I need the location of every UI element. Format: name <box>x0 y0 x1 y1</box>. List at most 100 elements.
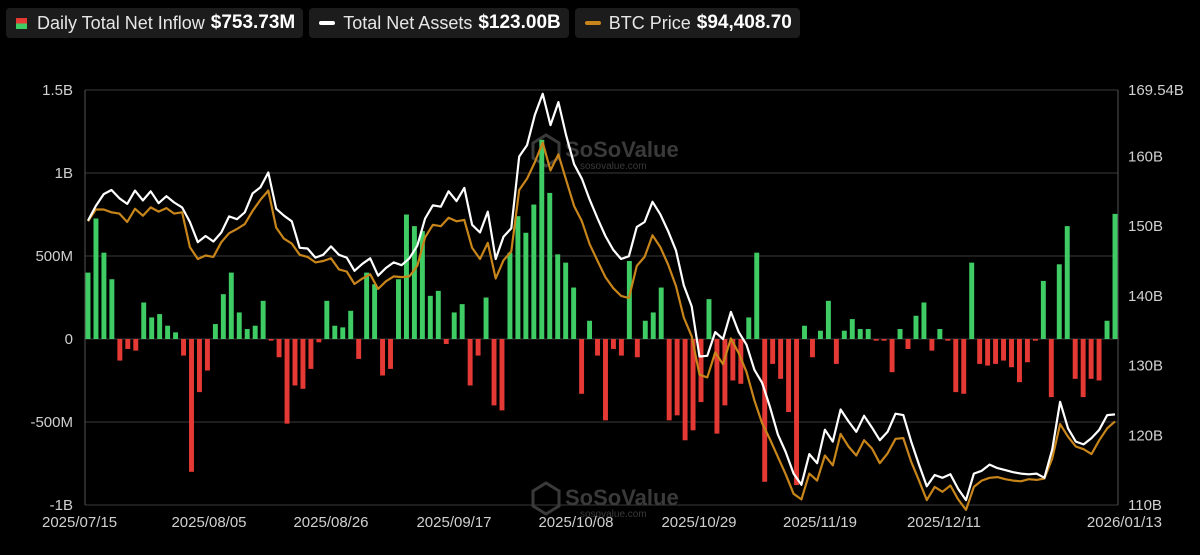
inflow-bar <box>618 339 624 356</box>
inflow-bar <box>953 339 959 393</box>
inflow-bar <box>101 252 107 339</box>
inflow-bar <box>1001 339 1007 361</box>
right-tick-label: 140B <box>1128 288 1163 305</box>
inflow-bar <box>435 290 441 339</box>
inflow-bar <box>340 327 346 339</box>
legend: Daily Total Net Inflow $753.73M Total Ne… <box>6 8 800 38</box>
x-tick-label: 2026/01/13 <box>1087 514 1162 531</box>
inflow-bar <box>969 262 975 339</box>
inflow-bar <box>459 304 465 339</box>
inflow-bar <box>738 339 744 384</box>
inflow-bar <box>961 339 967 394</box>
x-tick-label: 2025/09/17 <box>416 514 491 531</box>
inflow-bar <box>316 339 322 343</box>
inflow-bar <box>324 300 330 339</box>
inflow-bar <box>1064 226 1070 339</box>
x-tick-label: 2025/12/11 <box>907 514 981 531</box>
inflow-bar <box>985 339 991 366</box>
inflow-bar <box>666 339 672 421</box>
inflow-bar <box>292 339 298 386</box>
inflow-bar <box>1016 339 1022 383</box>
inflow-bar <box>1009 339 1014 368</box>
inflow-bar <box>794 339 800 486</box>
legend-assets-value: $123.00B <box>478 12 561 33</box>
inflow-bar <box>945 339 951 341</box>
inflow-bar <box>1104 320 1110 339</box>
inflow-bars <box>85 139 1118 486</box>
inflow-bar <box>252 325 258 339</box>
total-net-assets-line <box>87 92 1116 502</box>
x-tick-label: 2025/10/29 <box>661 514 736 531</box>
inflow-bar <box>85 272 91 339</box>
inflow-bar <box>650 312 656 339</box>
left-axis-ticks: 1.5B 1B 500M 0 -500M -1B <box>30 82 73 514</box>
inflow-bar <box>157 314 163 339</box>
left-tick-label: 1.5B <box>42 82 73 99</box>
inflow-bar <box>93 218 99 339</box>
watermark: SoSoValue sosovalue.com SoSoValue sosova… <box>531 133 679 520</box>
right-tick-label: 169.54B <box>1128 82 1184 99</box>
legend-item-btc[interactable]: BTC Price $94,408.70 <box>574 8 800 38</box>
inflow-bar <box>388 339 393 369</box>
inflow-bar <box>682 339 688 441</box>
inflow-bar <box>475 339 481 356</box>
inflow-bar <box>690 339 696 431</box>
watermark-site-top: sosovalue.com <box>580 161 647 172</box>
inflow-bar <box>722 339 728 406</box>
inflow-bar <box>189 339 194 472</box>
inflow-bar <box>571 287 577 339</box>
left-tick-label: 1B <box>55 165 73 182</box>
inflow-bar <box>754 252 760 339</box>
watermark-brand-bottom: SoSoValue <box>565 485 679 510</box>
legend-item-assets[interactable]: Total Net Assets $123.00B <box>309 8 569 38</box>
left-tick-label: 500M <box>35 248 73 265</box>
legend-inflow-value: $753.73M <box>210 12 296 33</box>
legend-item-inflow[interactable]: Daily Total Net Inflow $753.73M <box>6 8 304 38</box>
inflow-bar <box>491 339 497 406</box>
inflow-bar <box>674 339 680 416</box>
assets-swatch-icon <box>319 21 336 25</box>
inflow-bar <box>356 339 362 359</box>
inflow-bar <box>268 339 274 341</box>
inflow-bar <box>1072 339 1078 379</box>
inflow-bar <box>889 339 895 373</box>
inflow-bar <box>364 272 370 339</box>
inflow-bar <box>1040 280 1046 339</box>
inflow-bar <box>913 315 919 339</box>
inflow-bar <box>603 339 608 421</box>
inflow-bar <box>993 339 999 364</box>
watermark-brand-top: SoSoValue <box>565 137 679 162</box>
inflow-bar <box>810 339 815 358</box>
inflow-bar <box>117 339 123 361</box>
inflow-bar <box>443 339 449 344</box>
x-tick-label: 2025/10/08 <box>538 514 613 531</box>
inflow-bar <box>825 300 831 339</box>
inflow-bar <box>419 231 425 339</box>
legend-btc-value: $94,408.70 <box>696 12 792 33</box>
x-tick-label: 2025/11/19 <box>783 514 857 531</box>
inflow-bar <box>1096 339 1102 381</box>
x-axis-ticks: 2025/07/15 2025/08/05 2025/08/26 2025/09/17… <box>42 514 1162 531</box>
inflow-bar <box>220 294 226 339</box>
inflow-swatch-icon <box>16 17 27 29</box>
inflow-bar <box>786 339 792 413</box>
inflow-bar <box>706 299 712 339</box>
inflow-bar <box>499 339 505 411</box>
inflow-bar <box>778 339 784 379</box>
inflow-bar <box>698 339 704 403</box>
inflow-bar <box>563 262 569 339</box>
inflow-bar <box>276 339 282 358</box>
x-tick-label: 2025/08/26 <box>293 514 368 531</box>
inflow-bar <box>196 339 202 393</box>
legend-btc-label: BTC Price <box>608 12 691 33</box>
inflow-bar <box>228 272 234 339</box>
watermark-logo-icon <box>531 133 561 516</box>
inflow-bar <box>770 339 776 364</box>
right-axis-ticks: 169.54B 160B 150B 140B 130B 120B 110B <box>1128 82 1184 514</box>
inflow-bar <box>746 317 752 339</box>
inflow-bar <box>1056 264 1062 339</box>
inflow-bar <box>587 320 593 339</box>
inflow-bar <box>1032 339 1038 341</box>
inflow-bar <box>642 320 648 339</box>
inflow-bar <box>507 252 513 339</box>
